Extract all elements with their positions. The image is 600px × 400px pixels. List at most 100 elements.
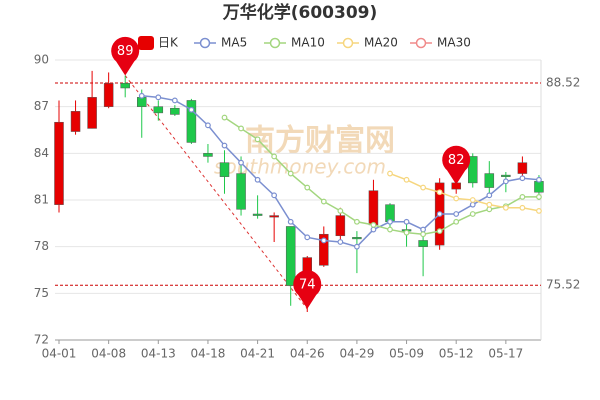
pin-marker <box>111 36 140 76</box>
x-tick-label: 05-09 <box>389 347 424 361</box>
x-tick-label: 05-12 <box>439 347 474 361</box>
ma-point <box>519 204 526 211</box>
x-tick-label: 04-01 <box>42 347 77 361</box>
y-tick-label: 84 <box>34 146 49 160</box>
pin-label: 74 <box>299 277 316 292</box>
ma-point <box>254 136 261 143</box>
candle-body <box>70 111 81 132</box>
legend-label: MA10 <box>291 36 325 50</box>
legend-label: 日K <box>158 36 179 50</box>
trend-line <box>124 75 308 310</box>
x-tick-label: 04-13 <box>141 347 176 361</box>
ma-point <box>453 218 460 225</box>
ma-point <box>469 201 476 208</box>
x-tick-label: 04-18 <box>191 347 226 361</box>
ma-point <box>387 218 393 225</box>
y-tick-label: 87 <box>34 99 49 113</box>
legend-candle <box>138 36 154 50</box>
ma-point <box>320 237 327 244</box>
ma-point <box>370 226 377 233</box>
ma-point <box>221 114 228 121</box>
candle-body <box>484 173 495 188</box>
ma-point <box>271 153 278 160</box>
legend-label: MA20 <box>364 36 398 50</box>
y-tick-label: 78 <box>34 239 49 253</box>
ma-point <box>469 211 476 217</box>
candle-body <box>468 156 478 184</box>
x-tick-label: 04-26 <box>290 347 325 361</box>
ma-point <box>502 178 509 185</box>
ma-point <box>436 211 443 217</box>
x-tick-label: 04-21 <box>240 347 275 361</box>
candle-body <box>418 240 428 247</box>
ma-point <box>238 125 244 132</box>
pin-label: 89 <box>117 44 134 59</box>
candle-body <box>236 173 246 210</box>
ma-point <box>354 243 360 250</box>
candle-body <box>170 107 180 115</box>
ma-point <box>486 201 493 208</box>
legend-point <box>415 37 427 49</box>
ma-point <box>436 228 443 235</box>
y-tick-label: 75 <box>34 286 49 300</box>
ma-point <box>387 226 393 233</box>
pin-marker <box>293 270 322 309</box>
candle-body <box>517 162 528 174</box>
ma-point <box>138 92 145 99</box>
ma-point <box>536 207 542 214</box>
x-tick-label: 04-08 <box>91 347 126 361</box>
ma-point <box>420 231 427 238</box>
ma-point <box>354 218 360 225</box>
candle-body <box>203 153 213 157</box>
candle-body <box>103 83 114 107</box>
ma-line <box>389 172 540 212</box>
legend-point <box>199 37 211 49</box>
ma-point <box>469 197 476 203</box>
ma-point <box>337 207 344 214</box>
ma-point <box>171 97 178 104</box>
ma-point <box>387 170 393 177</box>
ma-point <box>320 198 327 205</box>
x-tick-label: 05-17 <box>488 347 523 361</box>
ma-point <box>486 192 493 199</box>
ma-point <box>436 189 443 196</box>
y-tick-label: 81 <box>34 193 49 207</box>
candle-body <box>368 190 379 226</box>
x-tick-label: 04-29 <box>339 347 374 361</box>
ma-point <box>238 159 244 166</box>
candle-body <box>186 100 197 143</box>
candle-body <box>252 213 263 216</box>
candle-body <box>87 97 97 129</box>
candle-body <box>269 215 279 218</box>
legend-label: MA30 <box>437 36 471 50</box>
ma-point <box>420 184 427 191</box>
ma-point <box>287 218 294 225</box>
ma-point <box>304 184 311 191</box>
ma-point <box>188 106 195 113</box>
ma-point <box>519 175 526 182</box>
ma-point <box>271 192 278 199</box>
ma-point <box>155 94 162 101</box>
candle-body <box>219 162 230 177</box>
ma-point <box>254 176 261 183</box>
ma-point <box>453 211 460 217</box>
ma-point <box>304 234 311 241</box>
candle-body <box>285 226 296 286</box>
y-tick-label: 90 <box>34 53 49 67</box>
ma-point <box>536 176 542 183</box>
candle-body <box>534 181 544 193</box>
ma-point <box>420 226 427 233</box>
ma-point <box>519 193 526 200</box>
ma-point <box>221 142 228 149</box>
candle-body <box>319 233 329 266</box>
ma-point <box>370 221 377 228</box>
candle-body <box>335 215 346 237</box>
candle-body <box>153 106 164 114</box>
reference-label: 75.52 <box>546 278 580 292</box>
ma-point <box>486 206 493 213</box>
ma-point <box>403 229 410 236</box>
ma-point <box>536 193 542 200</box>
ma-point <box>502 204 509 211</box>
ma-point <box>403 176 410 183</box>
